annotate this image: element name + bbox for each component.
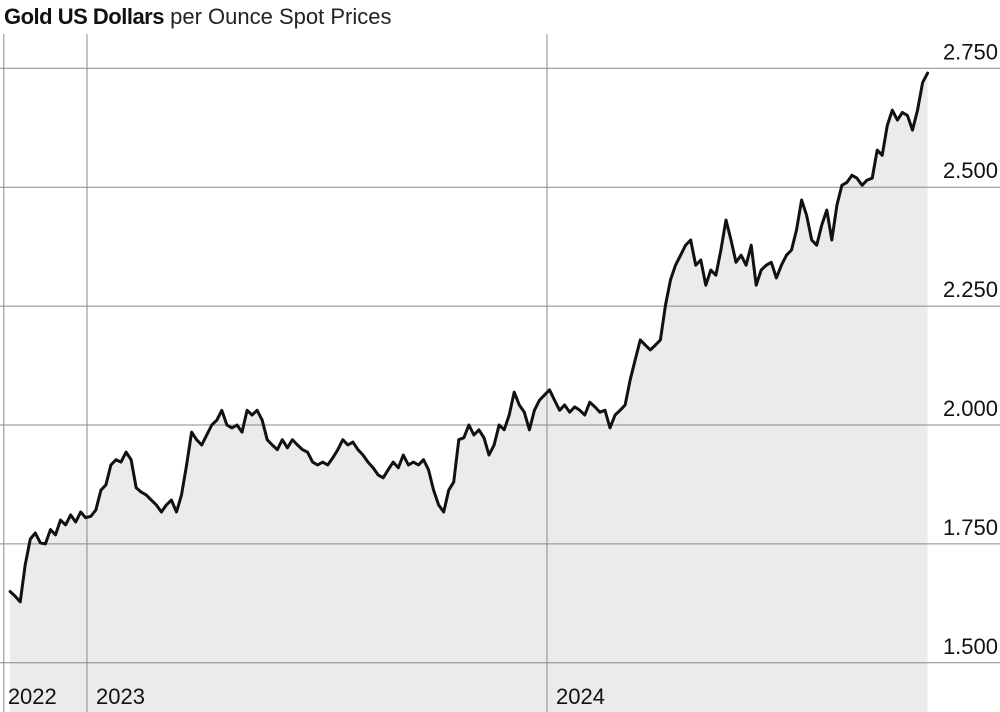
x-tick-label: 2024 <box>556 684 605 709</box>
chart-title-main: Gold US Dollars <box>4 4 164 29</box>
chart-title: Gold US Dollars per Ounce Spot Prices <box>4 4 391 30</box>
price-area-fill <box>10 73 928 712</box>
chart-subtitle: per Ounce Spot Prices <box>170 4 392 29</box>
gold-price-line <box>8 71 930 604</box>
y-tick-label: 2.750 <box>943 39 998 64</box>
y-tick-label: 1.500 <box>943 634 998 659</box>
y-tick-label: 2.250 <box>943 277 998 302</box>
y-tick-label: 2.000 <box>943 396 998 421</box>
y-tick-label: 1.750 <box>943 515 998 540</box>
x-tick-label: 2023 <box>96 684 145 709</box>
y-tick-label: 2.500 <box>943 158 998 183</box>
x-tick-label: 2022 <box>8 684 57 709</box>
